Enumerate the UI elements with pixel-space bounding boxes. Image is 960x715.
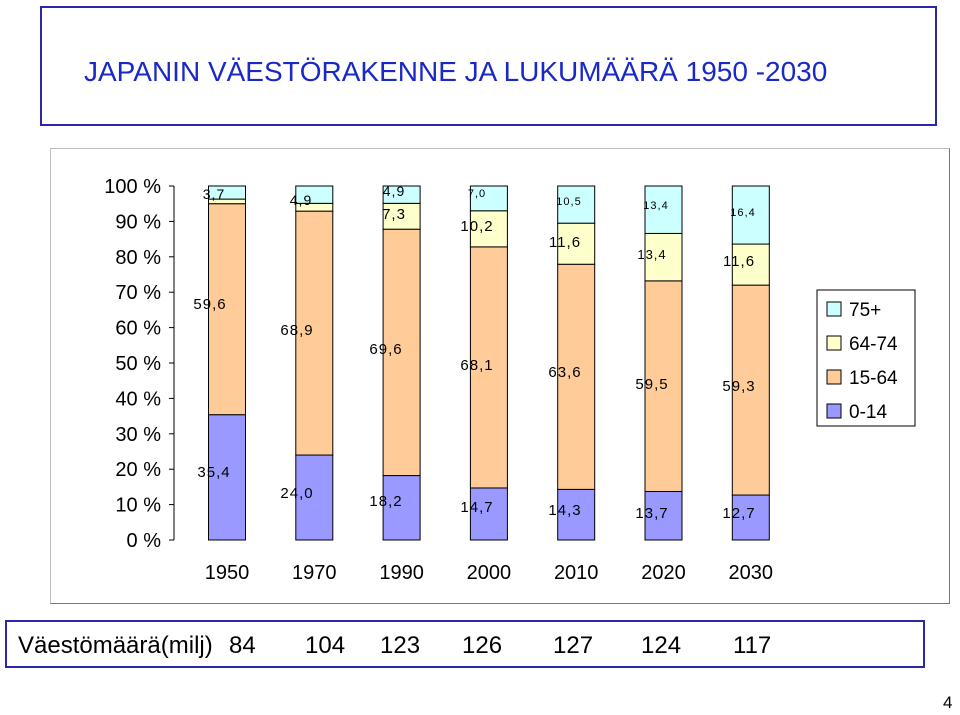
- population-value-2010: 127: [553, 632, 594, 659]
- data-label-0-14-2030: 12,7: [722, 505, 755, 522]
- x-tick-label: 1990: [379, 562, 424, 584]
- data-label-15-64-2000: 68,1: [460, 357, 493, 374]
- data-label-75+-1950: 3,7: [203, 186, 225, 202]
- bar-segment-0-14-2010: [557, 488, 596, 541]
- bar-segment-75+-2010: [557, 185, 596, 224]
- data-label-0-14-2010: 14,3: [548, 502, 581, 519]
- data-label-75+-2010: 10,5: [556, 196, 581, 208]
- y-tick-label: 0 %: [127, 530, 162, 552]
- population-value-1970: 104: [305, 632, 346, 659]
- bar-segment-64-74-1990: [382, 202, 421, 230]
- bar-segment-0-14-2030: [731, 494, 770, 541]
- bar-segment-0-14-2020: [644, 491, 683, 541]
- bar-segment-0-14-1950: [208, 414, 246, 541]
- bar-segment-0-14-2000: [469, 487, 508, 541]
- title-box: JAPANIN VÄESTÖRAKENNE JA LUKUMÄÄRÄ 1950 …: [40, 6, 937, 126]
- data-label-0-14-1970: 24,0: [280, 485, 313, 502]
- x-tick-label: 2030: [729, 562, 774, 584]
- bar-segment-75+-2000: [469, 185, 508, 212]
- data-label-0-14-2020: 13,7: [635, 505, 668, 522]
- data-label-64-74-2030: 11,6: [723, 253, 755, 270]
- bar-segment-75+-2030: [731, 185, 770, 245]
- data-label-64-74-2020: 13,4: [637, 247, 666, 262]
- legend-label-15-64: 15-64: [849, 368, 898, 389]
- x-tick-label: 2010: [554, 562, 599, 584]
- bar-segment-64-74-2010: [557, 222, 596, 265]
- data-label-75+-2020: 13,4: [643, 200, 668, 212]
- bar-segment-75+-1970: [295, 185, 334, 204]
- bar-segment-75+-1990: [382, 185, 421, 204]
- x-tick-label: 1970: [292, 562, 337, 584]
- legend-swatch-75+: [826, 301, 842, 317]
- x-tick-label: 2000: [467, 562, 512, 584]
- data-label-64-74-1990: 7,3: [382, 206, 406, 223]
- bar-segment-64-74-2000: [469, 210, 508, 248]
- population-value-2020: 124: [641, 632, 682, 659]
- y-tick-label: 20 %: [115, 459, 161, 481]
- population-value-1990: 123: [380, 632, 421, 659]
- x-tick-label: 2020: [641, 562, 686, 584]
- population-value-1950: 84: [229, 632, 256, 659]
- y-tick-label: 80 %: [115, 247, 161, 269]
- legend-label-64-74: 64-74: [849, 334, 898, 355]
- legend-swatch-64-74: [826, 335, 842, 351]
- y-tick-label: 60 %: [115, 318, 161, 340]
- bar-segment-64-74-2020: [644, 232, 683, 282]
- x-tick-label: 1950: [205, 562, 250, 584]
- bar-segment-75+-2020: [644, 185, 683, 234]
- data-label-75+-1990: 4,9: [383, 183, 405, 199]
- data-label-15-64-2030: 59,3: [722, 378, 755, 395]
- bar-segment-0-14-1990: [382, 475, 421, 541]
- data-label-0-14-2000: 14,7: [460, 499, 493, 516]
- bar-segment-15-64-2000: [469, 246, 508, 489]
- population-value-2030: 117: [733, 632, 772, 659]
- y-tick-label: 50 %: [115, 353, 161, 375]
- population-row: Väestömäärä(milj) 84 104 123 126 127 124…: [5, 620, 925, 668]
- y-tick-label: 10 %: [115, 495, 161, 517]
- data-label-0-14-1990: 18,2: [369, 493, 402, 510]
- data-label-15-64-1950: 59,6: [193, 296, 226, 313]
- bar-segment-75+-1950: [208, 185, 246, 200]
- data-label-15-64-1970: 68,9: [280, 322, 313, 339]
- population-label: Väestömäärä(milj): [18, 632, 213, 659]
- data-label-75+-1970: 4,9: [290, 192, 312, 208]
- data-label-15-64-2020: 59,5: [635, 376, 668, 393]
- y-tick-label: 100 %: [104, 176, 161, 198]
- legend-label-0-14: 0-14: [849, 402, 887, 423]
- y-tick-label: 90 %: [115, 211, 161, 233]
- data-label-64-74-2000: 10,2: [460, 218, 493, 235]
- data-label-75+-2000: 7,0: [468, 188, 486, 200]
- stacked-bar-chart: 100 % 90 % 80 % 70 % 60 % 50 % 40 % 30 % 20 % 10 …: [104, 176, 916, 584]
- y-tick-label: 30 %: [115, 424, 161, 446]
- bar-segment-15-64-2030: [731, 284, 770, 496]
- data-label-15-64-1990: 69,6: [369, 341, 402, 358]
- chart-area: 100 % 90 % 80 % 70 % 60 % 50 % 40 % 30 % 20 % 10 …: [50, 148, 950, 604]
- legend-swatch-0-14: [826, 403, 842, 419]
- data-label-0-14-1950: 35,4: [197, 464, 230, 481]
- bar-segment-15-64-2010: [557, 263, 596, 490]
- y-tick-label: 40 %: [115, 388, 161, 410]
- legend-swatch-15-64: [826, 369, 842, 385]
- data-label-15-64-2010: 63,6: [548, 364, 581, 381]
- data-label-64-74-2010: 11,6: [549, 234, 581, 251]
- legend-label-75+: 75+: [849, 300, 881, 321]
- data-label-75+-2030: 16,4: [730, 207, 755, 219]
- bar-segment-0-14-1970: [295, 454, 334, 541]
- population-value-2000: 126: [462, 632, 503, 659]
- page-number: 4: [943, 693, 953, 712]
- y-tick-label: 70 %: [115, 282, 161, 304]
- bar-segment-15-64-2020: [644, 280, 683, 493]
- chart-title: JAPANIN VÄESTÖRAKENNE JA LUKUMÄÄRÄ 1950 …: [84, 56, 828, 87]
